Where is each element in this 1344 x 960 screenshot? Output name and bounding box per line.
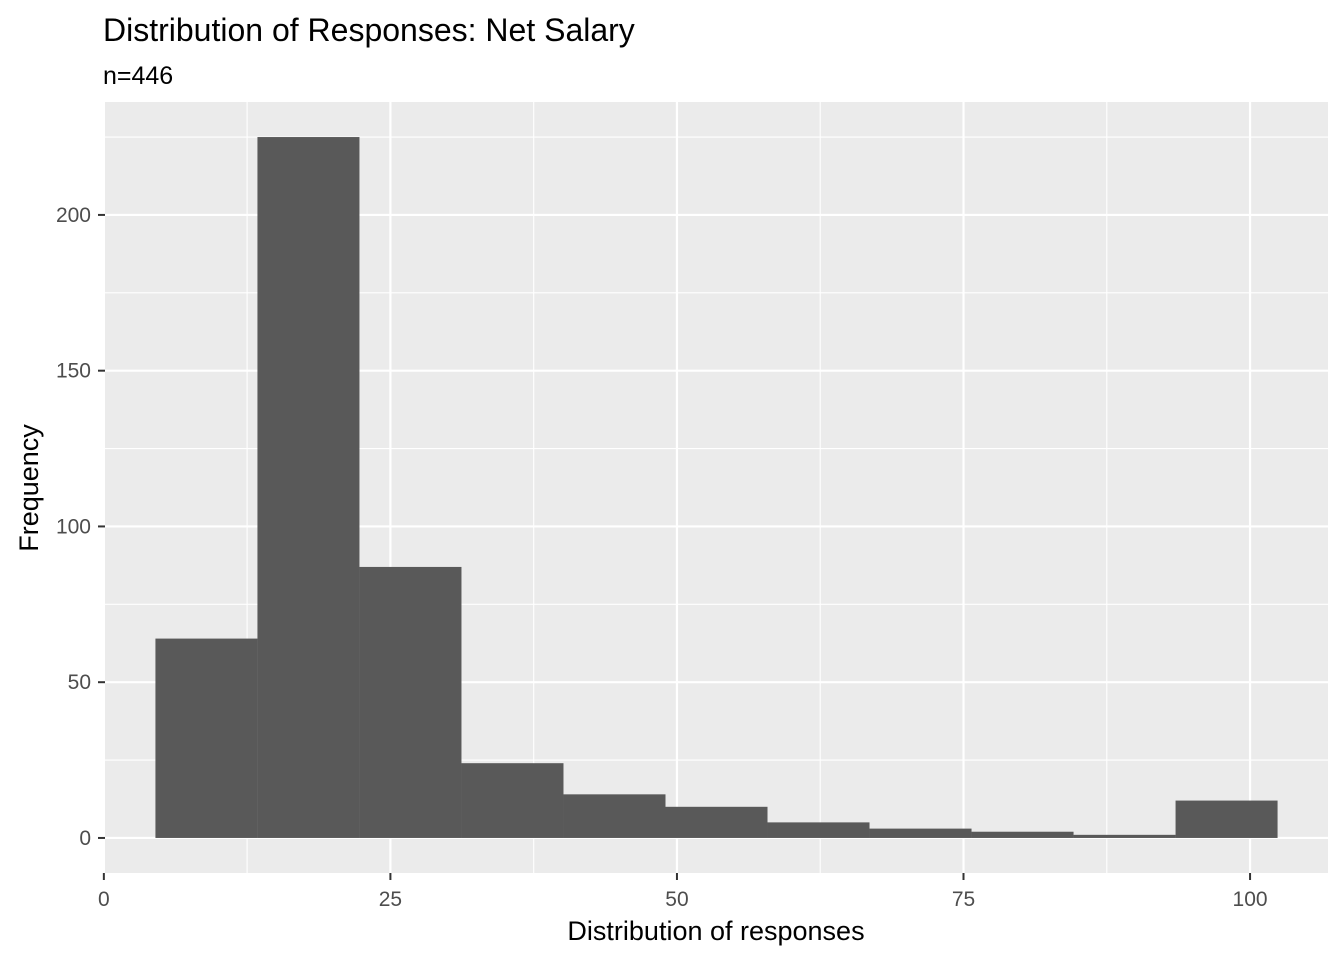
y-tick-label: 100: [56, 515, 91, 538]
histogram-bar: [1175, 800, 1278, 838]
histogram-bar: [767, 822, 870, 838]
histogram-bars: [155, 137, 1278, 838]
x-tick-label: 75: [952, 888, 975, 911]
histogram-bar: [1073, 834, 1176, 838]
y-tick-label: 200: [56, 204, 91, 227]
x-tick-label: 50: [665, 888, 688, 911]
histogram-bar: [155, 638, 258, 838]
histogram-bar: [257, 137, 360, 838]
x-axis: 0 25 50 75 100: [98, 873, 1268, 911]
x-tick-label: 100: [1233, 888, 1268, 911]
histogram-bar: [869, 828, 972, 838]
x-axis-title: Distribution of responses: [567, 916, 864, 946]
chart-subtitle: n=446: [103, 62, 173, 90]
histogram-bar: [971, 831, 1074, 838]
histogram-bar: [665, 806, 768, 838]
y-tick-label: 0: [79, 827, 91, 850]
y-axis-title: Frequency: [14, 424, 44, 552]
y-tick-label: 50: [68, 671, 91, 694]
y-tick-label: 150: [56, 360, 91, 383]
chart-title: Distribution of Responses: Net Salary: [103, 12, 635, 48]
histogram-bar: [563, 794, 666, 838]
y-axis: 0 50 100 150 200: [56, 204, 105, 850]
histogram-bar: [359, 566, 462, 838]
x-tick-label: 0: [98, 888, 110, 911]
histogram-bar: [461, 763, 564, 838]
x-tick-label: 25: [379, 888, 402, 911]
